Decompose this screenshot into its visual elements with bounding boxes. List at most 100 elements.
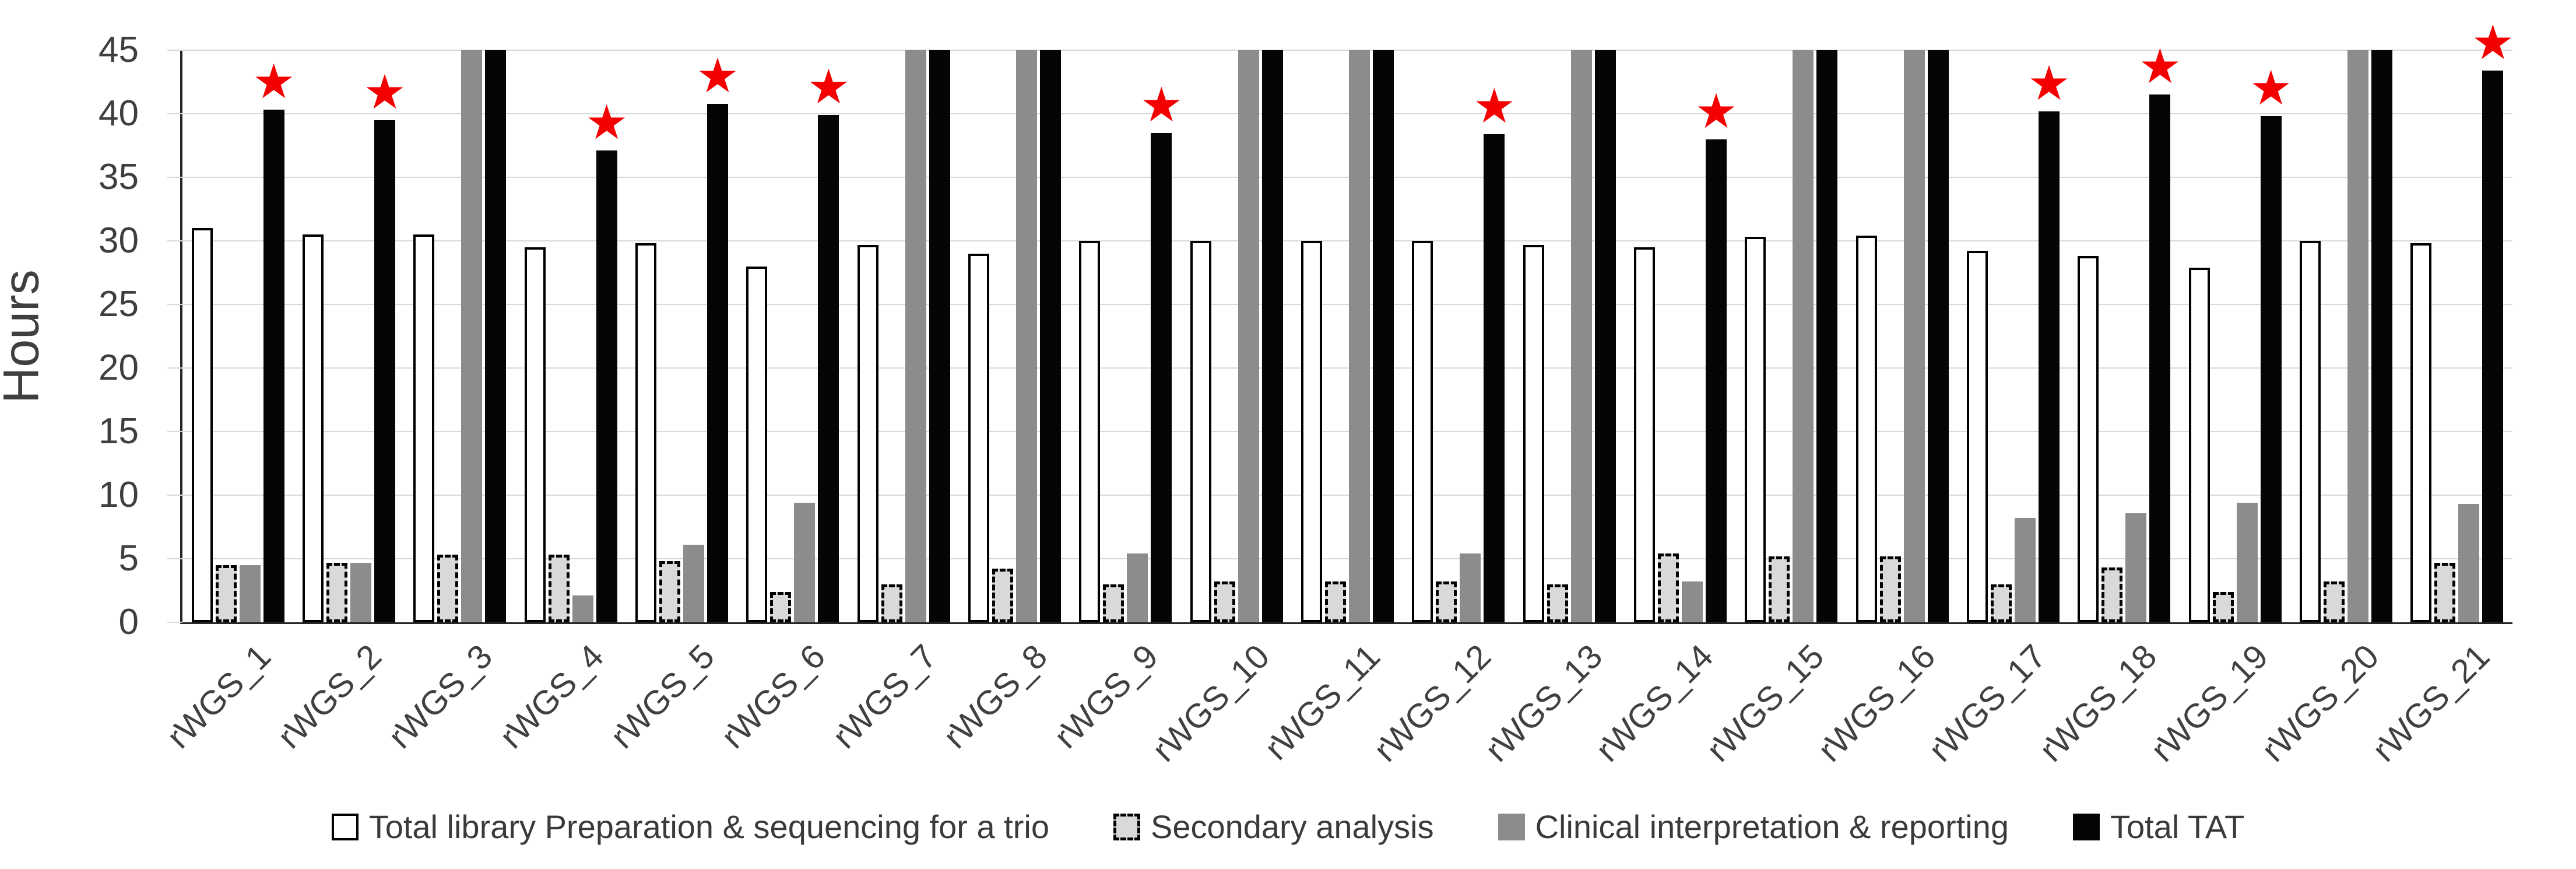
legend-label: Clinical interpretation & reporting bbox=[1535, 808, 2009, 845]
bar-secondary-rWGS_4 bbox=[548, 555, 570, 622]
x-tick-label: rWGS_11 bbox=[1257, 637, 1388, 768]
bar-tat-rWGS_5 bbox=[707, 103, 728, 622]
bar-secondary-rWGS_6 bbox=[770, 591, 792, 622]
bar-tat-rWGS_9 bbox=[1151, 132, 1172, 622]
bar-clinical-rWGS_17 bbox=[2015, 518, 2036, 622]
bar-library-rWGS_4 bbox=[524, 247, 546, 622]
legend-label: Total TAT bbox=[2110, 808, 2245, 845]
bar-tat-rWGS_19 bbox=[2260, 116, 2282, 622]
bar-secondary-rWGS_3 bbox=[437, 555, 459, 622]
bar-clinical-rWGS_16 bbox=[1903, 50, 1925, 622]
bar-library-rWGS_6 bbox=[746, 266, 768, 622]
bar-clinical-rWGS_1 bbox=[239, 565, 261, 622]
y-tick-mark bbox=[167, 240, 182, 241]
bar-tat-rWGS_8 bbox=[1040, 50, 1061, 622]
bar-secondary-rWGS_15 bbox=[1769, 556, 1790, 622]
bar-clinical-rWGS_20 bbox=[2347, 50, 2368, 622]
bar-secondary-rWGS_12 bbox=[1436, 581, 1457, 622]
bar-secondary-rWGS_20 bbox=[2324, 581, 2345, 622]
bar-clinical-rWGS_21 bbox=[2458, 504, 2480, 622]
y-tick-label: 5 bbox=[118, 538, 139, 579]
bar-tat-rWGS_14 bbox=[1706, 139, 1727, 622]
x-tick-label: rWGS_21 bbox=[2365, 637, 2497, 769]
bar-clinical-rWGS_14 bbox=[1682, 581, 1703, 622]
y-axis-line bbox=[180, 50, 182, 624]
bar-library-rWGS_20 bbox=[2300, 241, 2321, 622]
x-tick-label: rWGS_12 bbox=[1366, 637, 1499, 769]
bar-tat-rWGS_2 bbox=[374, 120, 395, 622]
x-tick-label: rWGS_3 bbox=[381, 637, 500, 756]
bar-secondary-rWGS_10 bbox=[1214, 581, 1235, 622]
bar-tat-rWGS_13 bbox=[1594, 50, 1616, 622]
bar-secondary-rWGS_16 bbox=[1879, 556, 1901, 622]
y-tick-mark bbox=[167, 431, 182, 432]
gridline bbox=[182, 240, 2512, 241]
bar-clinical-rWGS_8 bbox=[1016, 50, 1037, 622]
bar-tat-rWGS_20 bbox=[2371, 50, 2392, 622]
bar-tat-rWGS_17 bbox=[2039, 111, 2060, 622]
y-tick-label: 20 bbox=[99, 348, 139, 388]
bar-tat-rWGS_6 bbox=[818, 115, 839, 622]
x-tick-label: rWGS_18 bbox=[2032, 637, 2164, 769]
bar-clinical-rWGS_7 bbox=[905, 50, 926, 622]
bar-clinical-rWGS_4 bbox=[572, 595, 593, 622]
bar-secondary-rWGS_14 bbox=[1658, 553, 1679, 622]
gridline bbox=[182, 113, 2512, 114]
y-tick-mark bbox=[167, 177, 182, 178]
x-tick-label: rWGS_4 bbox=[492, 637, 611, 756]
bar-secondary-rWGS_1 bbox=[215, 565, 237, 622]
bar-library-rWGS_5 bbox=[635, 243, 656, 622]
y-tick-label: 15 bbox=[99, 411, 139, 451]
bar-tat-rWGS_12 bbox=[1484, 134, 1505, 622]
bar-library-rWGS_15 bbox=[1745, 237, 1766, 622]
x-tick-label: rWGS_19 bbox=[2143, 637, 2275, 769]
bar-clinical-rWGS_10 bbox=[1238, 50, 1259, 622]
bar-tat-rWGS_16 bbox=[1927, 50, 1949, 622]
x-tick-label: rWGS_14 bbox=[1589, 637, 1721, 769]
bar-secondary-rWGS_19 bbox=[2212, 591, 2234, 622]
bar-library-rWGS_12 bbox=[1412, 241, 1433, 622]
bar-clinical-rWGS_2 bbox=[350, 562, 371, 622]
legend-label: Total library Preparation & sequencing f… bbox=[368, 808, 1049, 845]
x-tick-label: rWGS_2 bbox=[270, 637, 389, 756]
bar-tat-rWGS_4 bbox=[596, 150, 617, 622]
bar-secondary-rWGS_18 bbox=[2101, 567, 2123, 622]
y-tick-mark bbox=[167, 304, 182, 305]
y-tick-mark bbox=[167, 50, 182, 51]
bar-clinical-rWGS_11 bbox=[1349, 50, 1370, 622]
legend-swatch-secondary-icon bbox=[1113, 813, 1140, 840]
y-tick-mark bbox=[167, 622, 182, 623]
bar-library-rWGS_8 bbox=[968, 253, 989, 622]
legend-item-secondary: Secondary analysis bbox=[1113, 808, 1434, 846]
bar-clinical-rWGS_5 bbox=[683, 545, 704, 622]
x-tick-label: rWGS_7 bbox=[825, 637, 944, 756]
legend-swatch-library-icon bbox=[331, 813, 359, 840]
x-tick-label: rWGS_10 bbox=[1144, 637, 1277, 769]
bar-library-rWGS_3 bbox=[413, 234, 435, 622]
y-tick-mark bbox=[167, 367, 182, 369]
bar-clinical-rWGS_13 bbox=[1570, 50, 1592, 622]
bar-library-rWGS_11 bbox=[1301, 241, 1322, 622]
bar-tat-rWGS_21 bbox=[2482, 70, 2504, 622]
bar-secondary-rWGS_13 bbox=[1547, 584, 1568, 622]
bar-library-rWGS_7 bbox=[857, 244, 878, 622]
bar-library-rWGS_14 bbox=[1634, 247, 1655, 622]
bar-library-rWGS_19 bbox=[2188, 267, 2210, 622]
x-tick-label: rWGS_6 bbox=[714, 637, 833, 756]
bar-library-rWGS_16 bbox=[1855, 236, 1877, 622]
bar-tat-rWGS_1 bbox=[263, 110, 284, 622]
gridline bbox=[182, 558, 2512, 559]
gridline bbox=[182, 367, 2512, 369]
bar-clinical-rWGS_12 bbox=[1460, 553, 1481, 622]
gridline bbox=[182, 431, 2512, 432]
y-tick-mark bbox=[167, 495, 182, 496]
bar-tat-rWGS_15 bbox=[1816, 50, 1838, 622]
bar-library-rWGS_13 bbox=[1523, 244, 1544, 622]
bar-clinical-rWGS_15 bbox=[1793, 50, 1814, 622]
bar-clinical-rWGS_9 bbox=[1127, 553, 1148, 622]
bar-secondary-rWGS_9 bbox=[1103, 584, 1124, 622]
legend-item-library: Total library Preparation & sequencing f… bbox=[331, 808, 1049, 846]
legend-label: Secondary analysis bbox=[1150, 808, 1434, 845]
x-tick-label: rWGS_16 bbox=[1810, 637, 1942, 769]
